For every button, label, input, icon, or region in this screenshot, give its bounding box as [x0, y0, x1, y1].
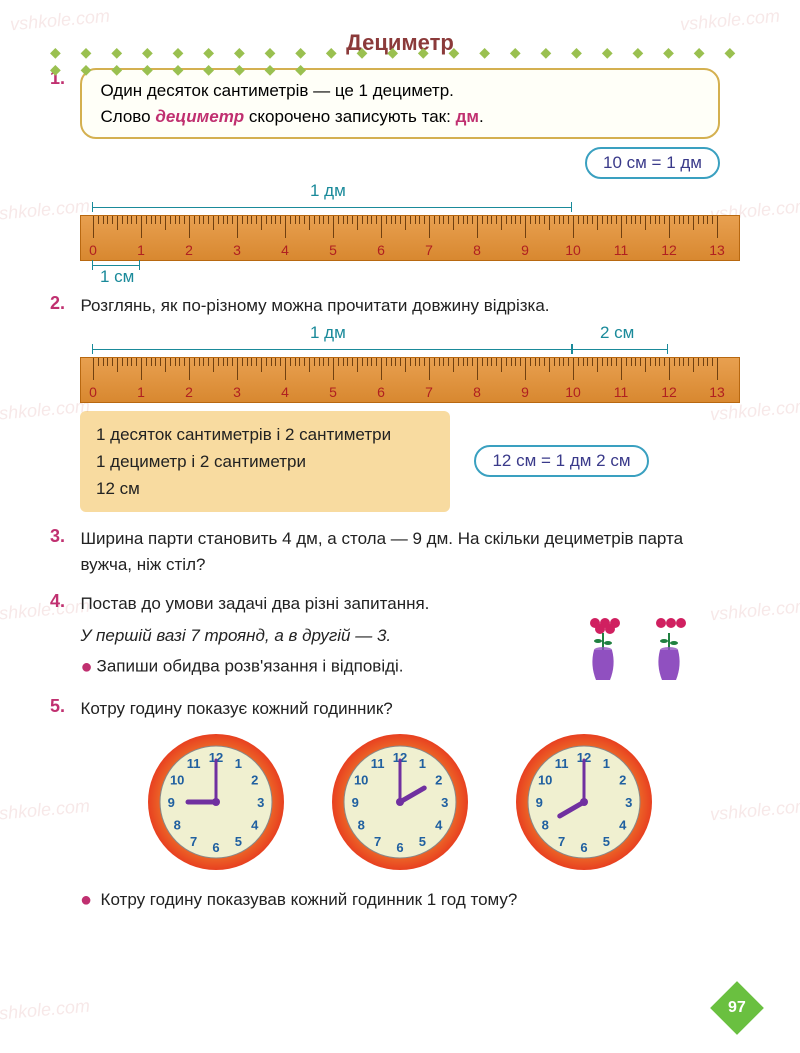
equation-pill: 12 см = 1 дм 2 см — [474, 445, 648, 477]
svg-text:6: 6 — [212, 839, 219, 854]
svg-text:2: 2 — [435, 772, 442, 787]
ruler-diagram-1: 1 дм 012345678910111213 1 см — [80, 185, 750, 275]
svg-text:8: 8 — [358, 817, 365, 832]
svg-text:11: 11 — [186, 756, 200, 771]
svg-text:7: 7 — [374, 833, 381, 848]
svg-text:5: 5 — [419, 833, 426, 848]
svg-text:11: 11 — [371, 756, 385, 771]
svg-text:4: 4 — [620, 817, 628, 832]
answer-line: 12 см — [96, 475, 434, 502]
svg-text:2: 2 — [620, 772, 627, 787]
task-1: 1. Один десяток сантиметрів — це 1 децим… — [50, 68, 750, 139]
svg-text:7: 7 — [558, 833, 565, 848]
task-5: 5. Котру годину показує кожний годинник? — [50, 696, 750, 722]
svg-text:11: 11 — [555, 756, 569, 771]
task-number: 5. — [50, 696, 76, 717]
svg-text:1: 1 — [419, 756, 426, 771]
dimension-line-small — [92, 265, 140, 266]
vases-illustration — [572, 615, 700, 690]
clock-icon: 123456789101112 — [146, 732, 286, 877]
svg-text:5: 5 — [603, 833, 610, 848]
bullet-icon: ● — [80, 656, 92, 678]
task-4: 4. Постав до умови задачі два різні запи… — [50, 591, 750, 682]
svg-text:5: 5 — [234, 833, 241, 848]
task-text: Котру годину показує кожний годинник? — [80, 699, 392, 718]
svg-text:9: 9 — [536, 795, 543, 810]
svg-text:9: 9 — [352, 795, 359, 810]
clock-icon: 123456789101112 — [330, 732, 470, 877]
task-number: 2. — [50, 293, 76, 314]
clocks-row: 123456789101112 123456789101112 12345678… — [50, 732, 750, 877]
dimension-label: 1 дм — [310, 181, 346, 201]
definition-line2: Слово дециметр скорочено записують так: … — [100, 104, 700, 130]
dimension-line — [92, 349, 572, 350]
svg-text:1: 1 — [603, 756, 610, 771]
svg-text:7: 7 — [190, 833, 197, 848]
watermark: vshkole.com — [0, 196, 91, 226]
bullet-icon: ● — [80, 889, 92, 911]
ruler-diagram-2: 1 дм 2 см 012345678910111213 — [80, 327, 750, 405]
svg-text:8: 8 — [542, 817, 549, 832]
svg-text:3: 3 — [257, 795, 264, 810]
decorative-border: ◆ ◆ ◆ ◆ ◆ ◆ ◆ ◆ ◆ ◆ ◆ ◆ ◆ ◆ ◆ ◆ ◆ ◆ ◆ ◆ … — [50, 44, 750, 78]
task-2-answers: 1 десяток сантиметрів і 2 сантиметри 1 д… — [50, 411, 750, 513]
svg-text:8: 8 — [173, 817, 180, 832]
dimension-line — [92, 207, 572, 208]
svg-text:4: 4 — [435, 817, 443, 832]
vase-icon — [580, 615, 626, 690]
dimension-line — [572, 349, 668, 350]
task-text: Ширина парти становить 4 дм, а стола — 9… — [80, 526, 720, 577]
dimension-label: 1 дм — [310, 323, 346, 343]
svg-text:3: 3 — [626, 795, 633, 810]
watermark: vshkole.com — [0, 996, 91, 1026]
svg-text:10: 10 — [538, 772, 552, 787]
svg-text:1: 1 — [234, 756, 241, 771]
definition-box: Один десяток сантиметрів — це 1 дециметр… — [80, 68, 720, 139]
ruler: 012345678910111213 — [80, 357, 740, 403]
svg-text:10: 10 — [170, 772, 184, 787]
definition-line1: Один десяток сантиметрів — це 1 дециметр… — [100, 78, 700, 104]
svg-text:9: 9 — [167, 795, 174, 810]
answer-line: 1 дециметр і 2 сантиметри — [96, 448, 434, 475]
task-5-followup: ● Котру годину показував кожний годинник… — [80, 887, 750, 913]
task-2: 2. Розглянь, як по-різному можна прочита… — [50, 293, 750, 319]
answer-box: 1 десяток сантиметрів і 2 сантиметри 1 д… — [80, 411, 450, 513]
svg-text:4: 4 — [251, 817, 259, 832]
svg-text:10: 10 — [354, 772, 368, 787]
dimension-label: 2 см — [600, 323, 634, 343]
svg-text:6: 6 — [396, 839, 403, 854]
unit-label: 1 см — [100, 267, 134, 287]
task-number: 3. — [50, 526, 76, 547]
svg-text:2: 2 — [251, 772, 258, 787]
task-text: Розглянь, як по-різному можна прочитати … — [80, 296, 549, 315]
answer-line: 1 десяток сантиметрів і 2 сантиметри — [96, 421, 434, 448]
svg-text:6: 6 — [581, 839, 588, 854]
equation-pill: 10 см = 1 дм — [585, 147, 720, 179]
ruler: 012345678910111213 — [80, 215, 740, 261]
svg-text:3: 3 — [441, 795, 448, 810]
task-text: Котру годину показував кожний годинник 1… — [101, 890, 518, 909]
vase-icon — [646, 615, 692, 690]
page-number-badge: 97 — [710, 981, 764, 1035]
task-number: 4. — [50, 591, 76, 612]
task-3: 3. Ширина парти становить 4 дм, а стола … — [50, 526, 750, 577]
clock-icon: 123456789101112 — [514, 732, 654, 877]
